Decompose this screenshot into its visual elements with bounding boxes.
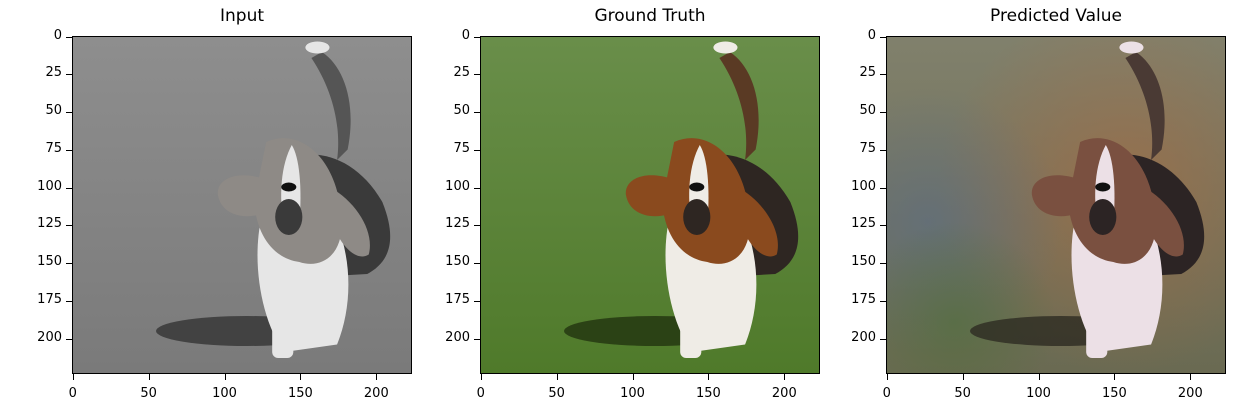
y-tick-mark — [474, 187, 480, 189]
x-tick-label: 200 — [1177, 386, 1203, 401]
y-tick-label: 200 — [37, 329, 62, 345]
y-tick-label: 75 — [45, 140, 62, 156]
y-tick-label: 125 — [851, 216, 876, 232]
y-tick-mark — [66, 149, 72, 151]
x-tick-mark — [886, 374, 888, 380]
y-tick-mark — [66, 36, 72, 38]
y-tick-label: 125 — [445, 216, 470, 232]
image-plot — [72, 36, 412, 374]
x-tick-label: 200 — [363, 386, 389, 401]
y-tick-label: 175 — [851, 291, 876, 307]
x-tick-mark — [224, 374, 226, 380]
y-tick-mark — [66, 263, 72, 265]
y-tick-mark — [474, 74, 480, 76]
x-tick-label: 50 — [140, 386, 157, 401]
panel-title: Ground Truth — [594, 6, 706, 26]
y-tick-label: 200 — [445, 329, 470, 345]
y-tick-label: 200 — [851, 329, 876, 345]
y-tick-mark — [474, 36, 480, 38]
y-tick-label: 50 — [453, 103, 470, 119]
y-tick-label: 0 — [53, 27, 62, 43]
panel-predicted: Predicted Value — [814, 0, 1226, 416]
x-tick-label: 0 — [882, 386, 891, 401]
x-tick-mark — [556, 374, 558, 380]
x-tick-label: 150 — [1102, 386, 1127, 401]
x-tick-mark — [962, 374, 964, 380]
x-tick-label: 50 — [954, 386, 971, 401]
y-tick-mark — [66, 112, 72, 114]
x-tick-label: 100 — [212, 386, 237, 401]
x-tick-label: 50 — [548, 386, 565, 401]
y-tick-mark — [474, 263, 480, 265]
y-tick-label: 25 — [45, 65, 62, 81]
x-tick-label: 100 — [620, 386, 645, 401]
y-tick-mark — [66, 225, 72, 227]
panel-title: Predicted Value — [990, 6, 1122, 26]
y-tick-label: 50 — [45, 103, 62, 119]
panel-title: Input — [219, 6, 265, 26]
y-tick-label: 150 — [37, 254, 62, 270]
x-tick-mark — [1114, 374, 1116, 380]
y-tick-label: 125 — [37, 216, 62, 232]
y-tick-mark — [474, 149, 480, 151]
y-tick-mark — [880, 338, 886, 340]
y-tick-label: 0 — [867, 27, 876, 43]
y-tick-label: 0 — [461, 27, 470, 43]
x-tick-mark — [300, 374, 302, 380]
y-tick-label: 175 — [445, 291, 470, 307]
y-tick-mark — [66, 338, 72, 340]
x-tick-label: 200 — [771, 386, 797, 401]
dog-photo — [481, 37, 819, 373]
y-tick-mark — [880, 112, 886, 114]
y-tick-label: 75 — [453, 140, 470, 156]
y-tick-mark — [66, 187, 72, 189]
x-tick-mark — [72, 374, 74, 380]
x-tick-label: 0 — [68, 386, 77, 401]
x-tick-label: 150 — [696, 386, 721, 401]
y-tick-label: 150 — [445, 254, 470, 270]
y-tick-mark — [474, 112, 480, 114]
y-tick-label: 100 — [851, 178, 876, 194]
x-tick-mark — [480, 374, 482, 380]
y-tick-mark — [880, 187, 886, 189]
image-plot — [886, 36, 1226, 374]
y-tick-label: 75 — [859, 140, 876, 156]
y-tick-mark — [880, 36, 886, 38]
dog-photo — [887, 37, 1225, 373]
y-tick-label: 100 — [445, 178, 470, 194]
panel-grayscale: Input 0 25 50 75 100 125 150 175 200 0 50 100 150 200 — [0, 0, 412, 416]
y-tick-mark — [66, 300, 72, 302]
x-tick-label: 150 — [288, 386, 313, 401]
image-plot — [480, 36, 820, 374]
x-tick-mark — [1038, 374, 1040, 380]
x-tick-mark — [708, 374, 710, 380]
panel-color: Ground Truth 0 25 50 75 100 125 150 175 200 0 50 10… — [408, 0, 820, 416]
x-tick-label: 0 — [476, 386, 485, 401]
x-tick-mark — [632, 374, 634, 380]
x-tick-mark — [1190, 374, 1192, 380]
x-tick-mark — [148, 374, 150, 380]
y-tick-label: 25 — [453, 65, 470, 81]
y-tick-mark — [880, 225, 886, 227]
y-tick-label: 150 — [851, 254, 876, 270]
y-tick-label: 50 — [859, 103, 876, 119]
y-tick-mark — [66, 74, 72, 76]
y-tick-label: 25 — [859, 65, 876, 81]
y-tick-mark — [880, 300, 886, 302]
y-tick-label: 100 — [37, 178, 62, 194]
y-tick-mark — [880, 263, 886, 265]
x-tick-mark — [784, 374, 786, 380]
dog-photo — [73, 37, 411, 373]
y-tick-mark — [880, 149, 886, 151]
x-tick-label: 100 — [1026, 386, 1051, 401]
y-tick-mark — [474, 225, 480, 227]
x-tick-mark — [376, 374, 378, 380]
y-tick-mark — [474, 300, 480, 302]
y-tick-mark — [880, 74, 886, 76]
y-tick-label: 175 — [37, 291, 62, 307]
y-tick-mark — [474, 338, 480, 340]
